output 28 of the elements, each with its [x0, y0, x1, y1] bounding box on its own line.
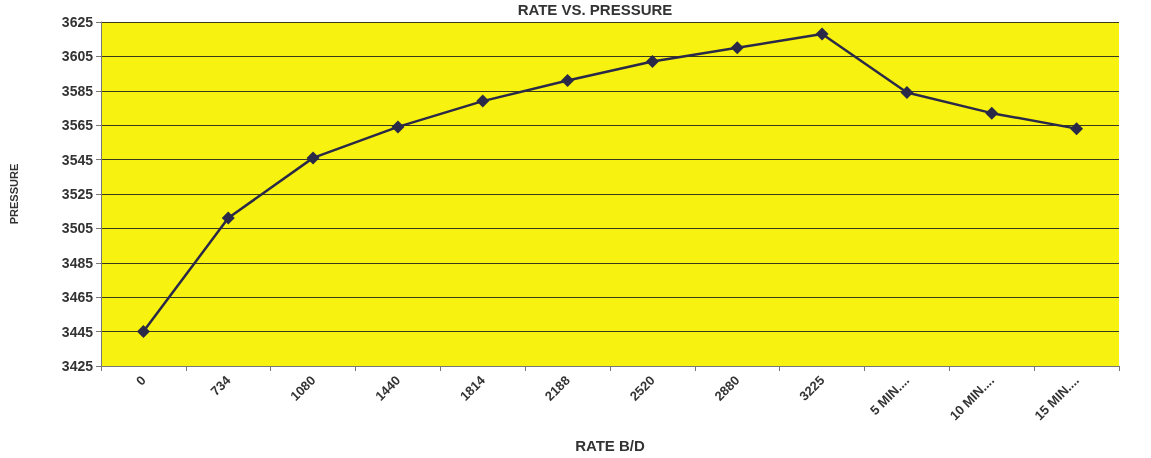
chart-title: RATE VS. PRESSURE: [517, 1, 673, 18]
y-tick-label: 3545: [61, 151, 94, 168]
y-tick-label: 3425: [61, 358, 94, 374]
point: [306, 151, 320, 165]
y-axis-title: PRESSURE: [7, 163, 20, 225]
point: [815, 27, 829, 41]
x-tick-label: 0: [133, 372, 149, 389]
point: [645, 55, 659, 69]
y-tick-label: 3565: [61, 117, 94, 134]
point: [476, 94, 490, 108]
point: [136, 325, 150, 339]
y-tick-label: 3485: [61, 254, 94, 271]
y-tick-label: 3525: [61, 186, 94, 202]
point: [561, 73, 575, 87]
point: [1070, 122, 1084, 136]
y-tick-label: 3445: [61, 323, 94, 340]
x-axis-title: RATE B/D: [575, 437, 646, 454]
point: [730, 41, 744, 55]
y-tick-label: 3465: [61, 289, 94, 306]
y-tick-label: 3605: [61, 48, 94, 65]
y-tick-label: 3505: [61, 220, 94, 237]
point: [900, 86, 914, 100]
point: [985, 106, 999, 120]
x-tick-label: 734: [207, 372, 235, 399]
point: [391, 120, 405, 134]
point: [221, 211, 235, 225]
y-tick-label: 3625: [61, 14, 94, 30]
y-tick-label: 3585: [61, 82, 94, 99]
